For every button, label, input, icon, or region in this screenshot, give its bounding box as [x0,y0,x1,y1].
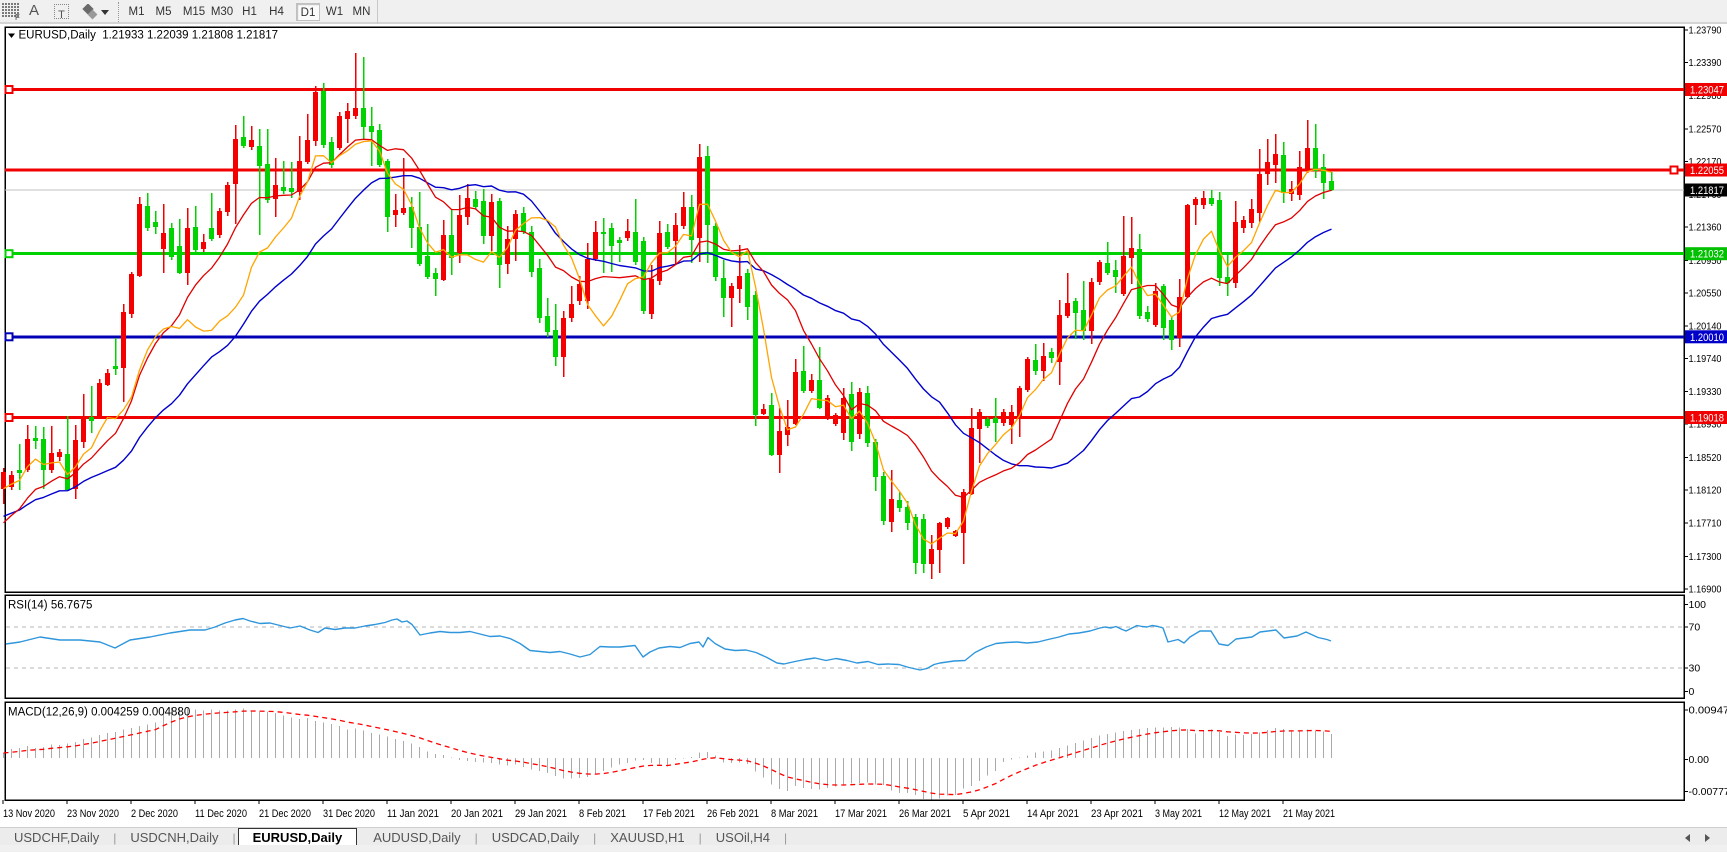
svg-text:29 Jan 2021: 29 Jan 2021 [515,808,567,820]
svg-text:1.23047: 1.23047 [1690,85,1724,97]
svg-text:31 Dec 2020: 31 Dec 2020 [323,808,375,820]
svg-text:2 Dec 2020: 2 Dec 2020 [131,808,178,820]
svg-text:0.00: 0.00 [1689,754,1710,766]
svg-text:5 Apr 2021: 5 Apr 2021 [963,808,1010,820]
svg-text:1.16900: 1.16900 [1689,583,1722,595]
svg-text:3 May 2021: 3 May 2021 [1155,808,1202,820]
svg-text:26 Feb 2021: 26 Feb 2021 [707,808,759,820]
svg-text:1.22570: 1.22570 [1689,124,1722,136]
svg-text:17 Feb 2021: 17 Feb 2021 [643,808,695,820]
svg-text:F: F [15,13,20,21]
svg-text:1.22055: 1.22055 [1690,165,1724,177]
svg-text:1.18120: 1.18120 [1689,484,1722,496]
svg-text:11 Jan 2021: 11 Jan 2021 [387,808,439,820]
svg-text:1.21817: 1.21817 [1690,185,1724,197]
svg-text:17 Mar 2021: 17 Mar 2021 [835,808,887,820]
svg-text:1.23790: 1.23790 [1689,25,1722,37]
svg-text:11 Dec 2020: 11 Dec 2020 [195,808,247,820]
svg-text:26 Mar 2021: 26 Mar 2021 [899,808,951,820]
svg-text:1.23390: 1.23390 [1689,57,1722,69]
svg-text:21 May 2021: 21 May 2021 [1283,808,1335,820]
svg-text:100: 100 [1689,599,1707,611]
svg-text:EURUSD,Daily 1.21933 1.22039: EURUSD,Daily 1.21933 1.22039 1.21808 1.2… [19,30,279,42]
svg-text:1.18520: 1.18520 [1689,452,1722,464]
svg-text:8 Mar 2021: 8 Mar 2021 [771,808,818,820]
svg-text:MACD(12,26,9) 0.004259 0.00488: MACD(12,26,9) 0.004259 0.004880 [8,707,190,719]
svg-text:RSI(14) 56.7675: RSI(14) 56.7675 [8,600,92,612]
svg-text:1.17710: 1.17710 [1689,518,1722,530]
svg-text:-0.007778: -0.007778 [1689,786,1727,798]
svg-text:23 Apr 2021: 23 Apr 2021 [1091,808,1143,820]
svg-text:13 Nov 2020: 13 Nov 2020 [3,808,55,820]
svg-text:0.009478: 0.009478 [1689,705,1727,717]
svg-text:1.17300: 1.17300 [1689,551,1722,563]
svg-text:14 Apr 2021: 14 Apr 2021 [1027,808,1079,820]
svg-text:0: 0 [1689,686,1695,698]
svg-text:12 May 2021: 12 May 2021 [1219,808,1271,820]
svg-text:1.19330: 1.19330 [1689,386,1722,398]
svg-text:1.20010: 1.20010 [1690,332,1724,344]
svg-text:1.19018: 1.19018 [1690,413,1724,425]
svg-text:70: 70 [1689,622,1701,634]
svg-text:1.19740: 1.19740 [1689,353,1722,365]
svg-text:8 Feb 2021: 8 Feb 2021 [579,808,626,820]
svg-text:1.21360: 1.21360 [1689,222,1722,234]
svg-text:1.20550: 1.20550 [1689,287,1722,299]
svg-text:30: 30 [1689,663,1701,675]
svg-text:1.21032: 1.21032 [1690,249,1724,261]
svg-text:23 Nov 2020: 23 Nov 2020 [67,808,119,820]
svg-text:20 Jan 2021: 20 Jan 2021 [451,808,503,820]
svg-text:21 Dec 2020: 21 Dec 2020 [259,808,311,820]
